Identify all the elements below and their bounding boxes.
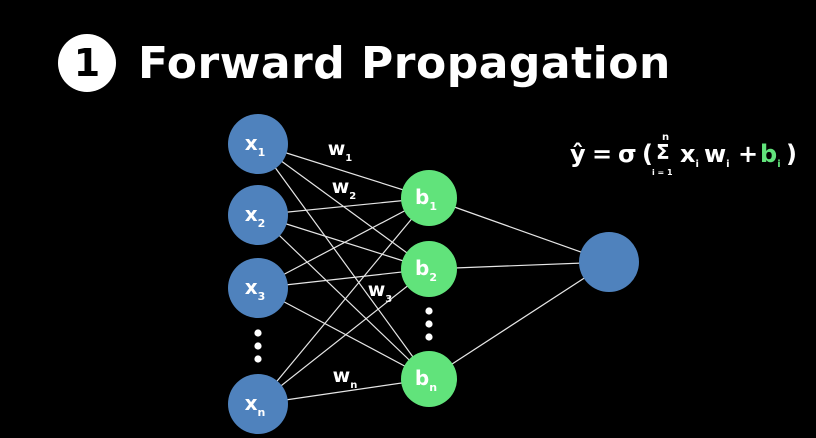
weight-label: w3 [368, 279, 393, 305]
title: 1 Forward Propagation [58, 28, 671, 98]
hidden-node [401, 170, 457, 226]
formula-w-term: wi [704, 140, 730, 170]
formula-sigma: σ [618, 140, 637, 168]
input-node-label: x3 [245, 275, 266, 303]
formula-equals: = [592, 140, 613, 168]
ellipsis-dots: ⋮ [425, 307, 433, 341]
weight-label: w2 [332, 176, 357, 202]
output-node [579, 232, 639, 292]
edge-b1-out [428, 197, 610, 263]
edge-x1-b3 [257, 143, 430, 380]
hidden-node [401, 351, 457, 407]
formula-x-term: xi [680, 140, 699, 170]
formula-sum: Σ [656, 140, 670, 164]
hidden-node-label: b1 [415, 185, 437, 213]
edge-x3-b3 [257, 287, 430, 380]
input-node-label: x2 [245, 202, 266, 230]
formula-bias-term: bi [760, 140, 781, 170]
edge-x4-b2 [257, 268, 430, 405]
input-node [228, 114, 288, 174]
hidden-node-label: b2 [415, 256, 437, 284]
input-node [228, 374, 288, 434]
page-title: Forward Propagation [138, 37, 671, 89]
input-node-label: xn [245, 391, 266, 419]
hidden-node-label: bn [415, 366, 437, 394]
edge-x3-b1 [257, 197, 430, 289]
formula-close-paren: ) [786, 140, 797, 168]
formula-sum-top: n [662, 132, 670, 143]
edge-b2-out [428, 261, 610, 270]
weight-label: wn [333, 365, 358, 391]
input-node [228, 185, 288, 245]
weight-label: w1 [328, 138, 353, 164]
formula-plus: + [738, 140, 759, 168]
input-node [228, 258, 288, 318]
forward-formula: ŷ = σ ( n Σ i = 1 xi wi + bi ) [552, 132, 802, 188]
ellipsis-dots: ⋮ [254, 329, 262, 363]
edge-x2-b3 [257, 214, 430, 380]
edge-b3-out [428, 261, 610, 380]
edge-x4-b1 [257, 197, 430, 405]
input-node-label: x1 [245, 131, 266, 159]
formula-yhat: ŷ [570, 140, 586, 168]
formula-sum-bottom: i = 1 [652, 168, 673, 177]
hidden-node [401, 241, 457, 297]
formula-open-paren: ( [642, 140, 653, 168]
step-number-badge: 1 [58, 34, 116, 92]
